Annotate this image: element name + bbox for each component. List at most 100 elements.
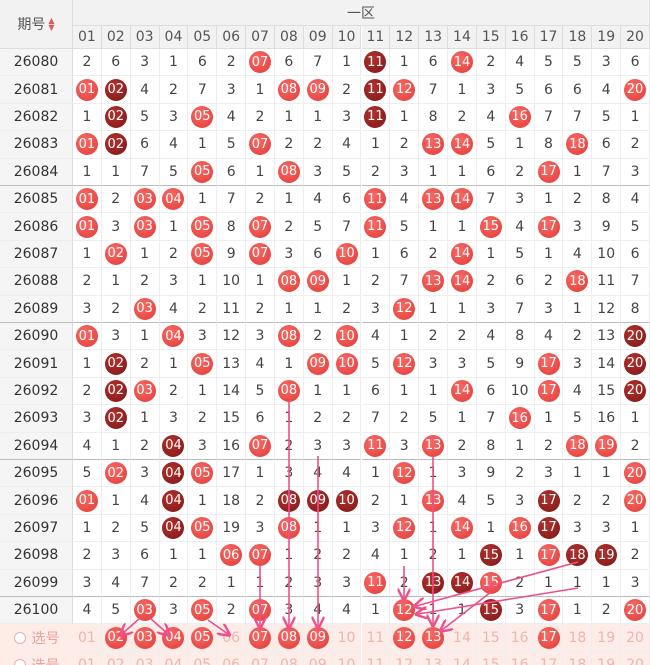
cell: 1 xyxy=(534,569,564,597)
column-label: 06 xyxy=(217,26,247,49)
cell: 6 xyxy=(361,377,391,406)
cell: 6 xyxy=(130,542,160,570)
period: 26091 xyxy=(0,350,73,378)
number-ball: 15 xyxy=(479,544,502,567)
column-label: 16 xyxy=(505,26,535,49)
cell: 1 xyxy=(303,514,333,543)
cell: 2 xyxy=(390,405,420,433)
period: 26082 xyxy=(0,103,73,132)
cell: 7 xyxy=(419,76,449,104)
number-ball: 14 xyxy=(450,133,473,156)
cell: 6 xyxy=(563,76,593,104)
cell: 1 xyxy=(246,76,275,104)
cell: 01 xyxy=(73,131,102,159)
cell: 1 xyxy=(246,158,275,186)
number-ball: 04 xyxy=(162,516,185,539)
cell: 08 xyxy=(274,323,304,351)
cell: 2 xyxy=(448,323,477,351)
cell: 10 xyxy=(592,240,622,269)
period-label[interactable]: 期号 xyxy=(17,17,46,33)
cell: 2 xyxy=(101,514,131,543)
zone-label: 一区 xyxy=(73,0,650,26)
cell: 11 xyxy=(361,49,391,77)
select-label[interactable]: 选号 xyxy=(0,651,73,665)
cell: 3 xyxy=(217,76,247,104)
cell: 1 xyxy=(101,268,131,296)
cell: 4 xyxy=(534,323,564,351)
cell: 1 xyxy=(448,542,477,570)
column-label: 13 xyxy=(419,26,449,49)
cell: 07 xyxy=(246,432,275,460)
cell: 14 xyxy=(217,377,247,406)
cell: 04 xyxy=(159,323,189,351)
number-ball: 13 xyxy=(422,489,445,512)
cell: 06 xyxy=(217,651,247,665)
column-label: 08 xyxy=(274,26,304,49)
number-ball: 14 xyxy=(450,51,473,74)
cell: 2 xyxy=(188,405,218,433)
cell: 14 xyxy=(448,624,477,652)
cell: 2 xyxy=(361,268,391,296)
cell: 5 xyxy=(621,213,650,241)
cell: 20 xyxy=(621,323,650,351)
column-label: 02 xyxy=(101,26,131,49)
cell: 9 xyxy=(505,350,535,378)
cell: 8 xyxy=(621,295,650,323)
cell: 2 xyxy=(73,542,102,570)
cell: 4 xyxy=(246,350,275,378)
cell: 17 xyxy=(534,350,564,378)
sort-icon[interactable]: ▲ ▼ xyxy=(48,16,55,32)
number-ball: 15 xyxy=(479,215,502,238)
cell: 17 xyxy=(534,542,564,570)
cell: 4 xyxy=(159,295,189,323)
cell: 3 xyxy=(534,460,564,488)
cell: 20 xyxy=(621,597,650,625)
cell: 8 xyxy=(476,432,506,460)
cell: 4 xyxy=(101,569,131,597)
cell: 15 xyxy=(217,405,247,433)
cell: 6 xyxy=(592,131,622,159)
cell: 2 xyxy=(390,131,420,159)
cell: 11 xyxy=(361,651,391,665)
select-label[interactable]: 选号 xyxy=(0,624,73,652)
cell: 5 xyxy=(534,49,564,77)
cell: 08 xyxy=(274,487,304,515)
cell: 1 xyxy=(274,186,304,214)
cell: 12 xyxy=(390,624,420,652)
radio[interactable] xyxy=(13,632,26,645)
cell: 1 xyxy=(73,103,102,132)
number-ball: 05 xyxy=(191,352,214,375)
cell: 19 xyxy=(592,624,622,652)
number-ball: 07 xyxy=(249,544,272,567)
cell: 20 xyxy=(621,460,650,488)
period: 26092 xyxy=(0,377,73,406)
cell: 07 xyxy=(246,131,275,159)
cell: 3 xyxy=(188,432,218,460)
cell: 2 xyxy=(592,597,622,625)
cell: 01 xyxy=(73,487,102,515)
cell: 7 xyxy=(390,268,420,296)
cell: 2 xyxy=(101,295,131,323)
cell: 4 xyxy=(448,487,477,515)
number-ball: 10 xyxy=(335,242,358,265)
cell: 05 xyxy=(188,213,218,241)
cell: 1 xyxy=(159,542,189,570)
cell: 04 xyxy=(159,624,189,652)
cell: 2 xyxy=(332,405,362,433)
cell: 3 xyxy=(303,158,333,186)
number-ball: 10 xyxy=(335,325,358,348)
cell: 2 xyxy=(73,377,102,406)
cell: 14 xyxy=(448,514,477,543)
cell: 1 xyxy=(274,103,304,132)
cell: 5 xyxy=(419,405,449,433)
cell: 06 xyxy=(217,624,247,652)
cell: 11 xyxy=(361,76,391,104)
cell: 2 xyxy=(274,569,304,597)
cell: 13 xyxy=(419,569,449,597)
cell: 1 xyxy=(217,569,247,597)
radio[interactable] xyxy=(13,659,26,665)
cell: 04 xyxy=(159,651,189,665)
cell: 1 xyxy=(419,460,449,488)
number-ball: 05 xyxy=(191,626,214,649)
cell: 09 xyxy=(303,350,333,378)
